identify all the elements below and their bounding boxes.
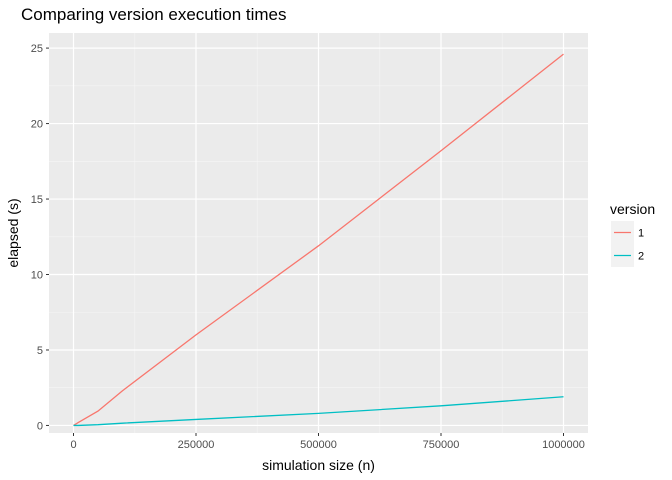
y-tick-label: 10	[31, 270, 43, 282]
legend-label-2: 2	[638, 251, 644, 263]
y-tick-label: 0	[37, 420, 43, 432]
y-tick-label: 20	[31, 119, 43, 131]
x-tick-label: 250000	[178, 439, 215, 451]
y-tick-label: 5	[37, 345, 43, 357]
series-line-2	[73, 396, 564, 427]
y-axis-title: elapsed (s)	[5, 198, 21, 267]
x-axis: 0 250000 500000 750000 1000000	[70, 433, 585, 451]
x-tick-label: 500000	[300, 439, 337, 451]
legend-label-1: 1	[638, 228, 644, 240]
legend-title: version	[610, 201, 655, 217]
x-axis-title: simulation size (n)	[262, 457, 375, 473]
gridlines	[49, 33, 588, 433]
legend: version 1 2	[610, 201, 655, 267]
y-axis: 0 5 10 15 20 25	[31, 43, 49, 432]
x-tick-label: 1000000	[542, 439, 585, 451]
x-tick-label: 750000	[423, 439, 460, 451]
y-tick-label: 25	[31, 43, 43, 55]
chart-title: Comparing version execution times	[21, 5, 287, 24]
series-lines	[73, 53, 564, 427]
series-line-1	[73, 53, 564, 427]
x-tick-label: 0	[70, 439, 76, 451]
y-tick-label: 15	[31, 194, 43, 206]
